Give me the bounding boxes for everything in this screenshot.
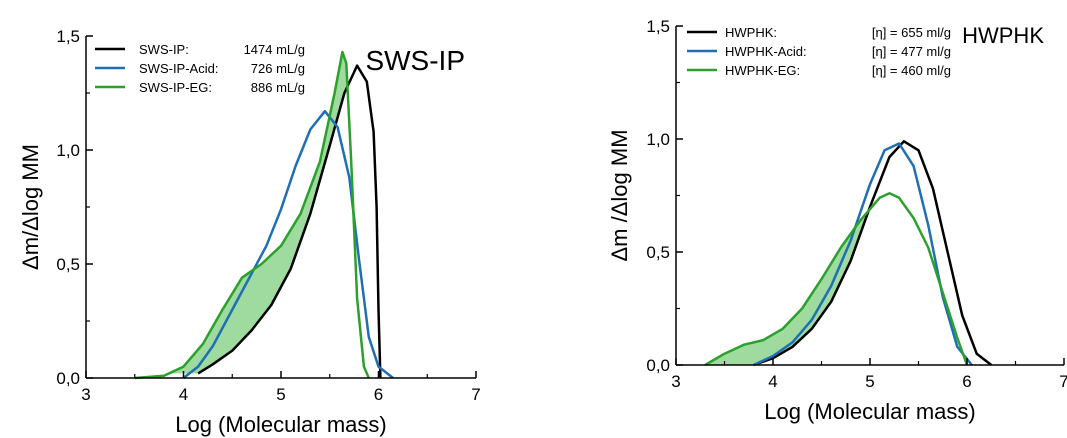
y-tick-label: 0,5: [646, 243, 670, 262]
series-line-3: [134, 50, 370, 380]
y-tick-label: 0,5: [56, 255, 80, 274]
x-tick-label: 3: [81, 385, 90, 404]
legend-series-name: SWS-IP:: [139, 42, 189, 57]
chart-title: SWS-IP: [365, 45, 465, 76]
y-tick-label: 1,5: [56, 27, 80, 46]
series-line-3: [704, 191, 969, 367]
x-axis-title: Log (Molecular mass): [175, 412, 387, 437]
chart-panel-2: 3 4 5 6 7 0,0 0,5 1,0 1,5 Log (Molecular mass) Δm …: [607, 17, 1067, 424]
legend-series-value: 886 mL/g: [251, 80, 305, 95]
legend-series-value: [η] = 655 ml/g: [872, 25, 951, 40]
x-tick-label: 5: [865, 372, 874, 391]
series-line-1: [197, 64, 382, 379]
y-tick-label: 1,0: [56, 141, 80, 160]
x-tick-label: 6: [374, 385, 383, 404]
x-tick-label: 4: [768, 372, 777, 391]
legend-series-value: 1474 mL/g: [244, 42, 305, 57]
legend-series-name: SWS-IP-Acid:: [139, 61, 218, 76]
y-tick-label: 0,0: [56, 369, 80, 388]
series-line-2: [182, 109, 394, 379]
x-tick-label: 7: [1059, 372, 1067, 391]
x-tick-label: 4: [179, 385, 188, 404]
legend-series-value: [η] = 460 ml/g: [872, 63, 951, 78]
y-tick-label: 1,5: [646, 17, 670, 36]
x-tick-label: 3: [671, 372, 680, 391]
legend-series-name: HWPHK-Acid:: [725, 44, 807, 59]
x-tick-label: 5: [276, 385, 285, 404]
legend-series-name: SWS-IP-EG:: [139, 80, 212, 95]
y-tick-label: 1,0: [646, 130, 670, 149]
chart-panel-1: 3 4 5 6 7 0,0 0,5 1,0 1,5 Log (Molecular mass) Δm/…: [18, 27, 481, 437]
shaded-region: [169, 54, 348, 374]
x-axis-title: Log (Molecular mass): [764, 399, 976, 424]
y-axis-title: Δm/Δlog MM: [18, 144, 43, 270]
legend-series-value: [η] = 477 ml/g: [872, 44, 951, 59]
shaded-region: [707, 211, 869, 365]
series-line-1: [753, 140, 993, 367]
legend-series-value: 726 mL/g: [251, 61, 305, 76]
y-tick-label: 0,0: [646, 356, 670, 375]
chart-title: HWPHK: [962, 23, 1044, 48]
legend-series-name: HWPHK-EG:: [725, 63, 800, 78]
x-tick-label: 7: [471, 385, 480, 404]
legend-series-name: HWPHK:: [725, 25, 777, 40]
y-axis-title: Δm /Δlog MM: [607, 129, 632, 261]
x-tick-label: 6: [962, 372, 971, 391]
